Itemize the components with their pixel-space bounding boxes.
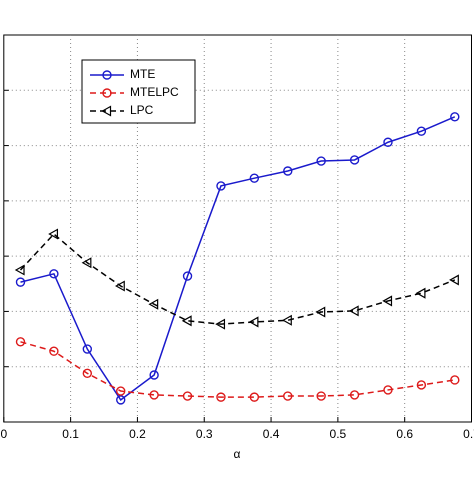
data-point — [249, 173, 260, 183]
x-tick-label: 0.7 — [463, 427, 474, 441]
data-point — [349, 390, 360, 400]
data-point — [149, 370, 159, 380]
data-point — [282, 314, 292, 326]
data-point — [348, 305, 359, 317]
x-tick-label: 0.1 — [62, 427, 79, 441]
x-axis-label: α — [234, 447, 241, 461]
plot-area — [3, 34, 473, 423]
data-point — [283, 166, 293, 176]
data-point — [182, 271, 193, 281]
data-point — [116, 395, 126, 405]
legend-label: MTELPC — [130, 85, 179, 99]
data-point — [15, 277, 26, 287]
data-point — [349, 155, 360, 165]
legend-label: LPC — [130, 103, 154, 117]
legend: MTE MTELPC LPC — [81, 59, 196, 124]
data-point — [181, 315, 192, 327]
x-tick-label: 0.5 — [330, 427, 347, 441]
data-point — [283, 391, 293, 401]
data-point — [216, 392, 226, 402]
data-point — [49, 346, 59, 356]
data-point — [248, 316, 259, 328]
x-tick-label: 0.3 — [196, 427, 213, 441]
legend-marker — [102, 70, 112, 80]
series-line — [20, 116, 456, 401]
data-point — [149, 390, 159, 400]
data-point — [48, 228, 59, 240]
legend-marker — [102, 88, 112, 98]
data-point — [382, 295, 393, 307]
data-point — [316, 156, 326, 166]
legend-marker — [101, 105, 112, 117]
data-point — [148, 298, 159, 310]
data-point — [81, 257, 92, 269]
x-tick-label: 0.6 — [396, 427, 413, 441]
series-line — [20, 341, 455, 398]
data-point — [383, 137, 393, 147]
data-point — [315, 306, 326, 318]
data-point — [216, 181, 226, 191]
data-point — [82, 344, 93, 354]
data-point — [449, 274, 459, 286]
x-tick-label: 0.2 — [129, 427, 146, 441]
data-point — [182, 391, 193, 401]
data-point — [115, 280, 125, 292]
data-point — [82, 368, 93, 379]
data-point — [116, 386, 126, 396]
legend-box — [81, 59, 196, 124]
data-point — [249, 392, 260, 402]
data-point — [14, 264, 25, 276]
x-tick-label: 0 — [0, 427, 7, 441]
legend-label: MTE — [130, 67, 155, 81]
data-point — [450, 112, 460, 122]
data-point — [316, 391, 326, 401]
data-point — [215, 318, 226, 330]
data-point — [450, 375, 460, 385]
data-point — [15, 337, 26, 347]
data-point — [415, 287, 426, 299]
data-point — [49, 269, 59, 279]
data-point — [383, 385, 393, 395]
data-point — [416, 380, 427, 390]
data-point — [416, 126, 427, 136]
x-tick-label: 0.4 — [263, 427, 280, 441]
